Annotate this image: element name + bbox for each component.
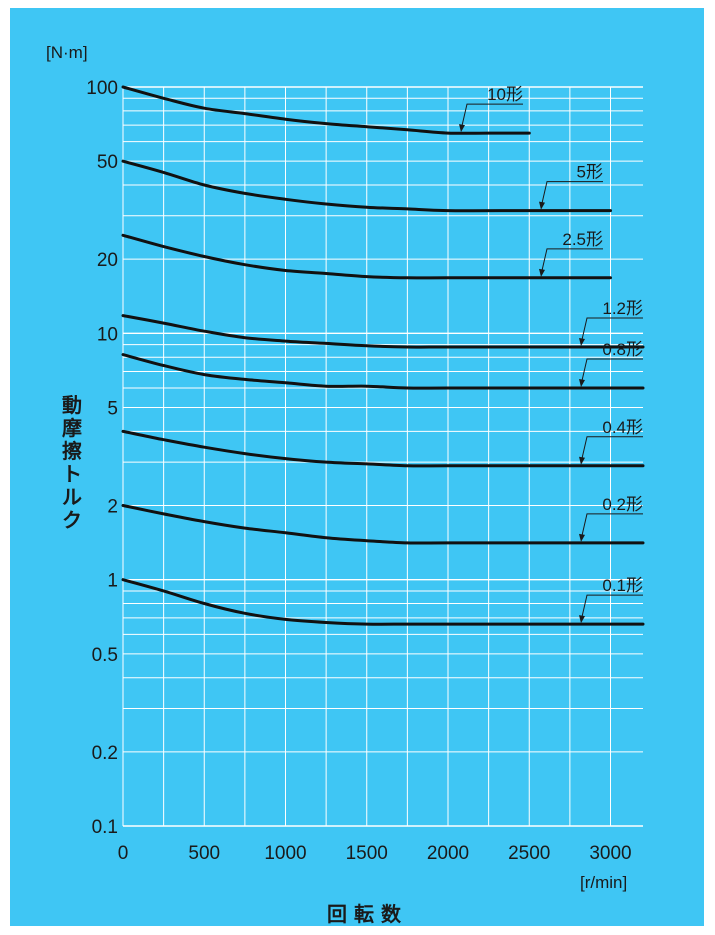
series-curves (121, 85, 645, 626)
x-tick-label: 1500 (346, 843, 388, 864)
series-line (121, 504, 645, 545)
x-tick-labels: 0 500 1000 1500 2000 2500 3000 (118, 843, 632, 864)
series-label: 0.8形 (602, 340, 643, 359)
series-line (121, 578, 645, 626)
series-leader-arrow (459, 124, 465, 133)
series-leader-arrow (579, 533, 585, 542)
series-leader (460, 103, 523, 131)
x-tick-label: 0 (118, 843, 129, 864)
x-tick-label: 2000 (427, 843, 469, 864)
series-leader-arrow (579, 338, 585, 347)
x-tick-label: 1000 (264, 843, 306, 864)
y-tick-label: 10 (97, 324, 118, 345)
y-tick-label: 1 (107, 571, 118, 592)
series-leader-arrow (579, 456, 585, 465)
y-tick-label: 0.2 (92, 743, 118, 764)
y-tick-label: 0.5 (92, 645, 118, 666)
x-tick-label: 500 (188, 843, 220, 864)
x-axis-title: 回 転 数 (327, 902, 402, 926)
y-tick-label: 100 (86, 78, 118, 99)
series-label: 2.5形 (562, 230, 603, 249)
series-leader-arrow (579, 615, 585, 624)
series-line (121, 429, 645, 468)
series-line (121, 85, 531, 135)
series-leader-arrow (539, 268, 545, 277)
series-leader (540, 181, 603, 208)
series-leader-arrow (579, 378, 585, 387)
series-line (121, 233, 612, 280)
y-tick-label: 5 (107, 398, 118, 419)
y-tick-labels: 100 50 20 10 5 2 1 0.5 0.2 0.1 (86, 78, 118, 838)
y-axis-title: 動摩擦トルク (62, 393, 82, 532)
x-tick-label: 2500 (508, 843, 550, 864)
y-tick-label: 2 (107, 497, 118, 518)
series-leader (580, 513, 643, 541)
y-tick-label: 50 (97, 152, 118, 173)
series-label: 10形 (487, 85, 523, 104)
series-leader-arrow (539, 201, 545, 210)
series-label: 0.1形 (602, 576, 643, 595)
series-label: 0.4形 (602, 418, 643, 437)
y-axis-unit: [N·m] (46, 43, 88, 62)
series-label: 1.2形 (602, 299, 643, 318)
x-axis-unit: [r/min] (580, 873, 627, 892)
series-line (121, 314, 645, 349)
series-leader (580, 436, 643, 463)
series-leader (580, 594, 643, 622)
series-labels: 10形 5形 2.5形 1.2形 0.8形 0.4形 0.2形 0.1形 (459, 85, 643, 624)
series-leader (580, 358, 643, 386)
grid (122, 86, 643, 827)
series-label: 0.2形 (602, 495, 643, 514)
y-tick-label: 20 (97, 250, 118, 271)
series-leader (540, 248, 603, 275)
series-label: 5形 (577, 163, 603, 182)
x-tick-label: 3000 (589, 843, 631, 864)
series-line (121, 353, 645, 390)
y-tick-label: 0.1 (92, 817, 118, 838)
series-line (121, 159, 612, 213)
chart-frame: 10形 5形 2.5形 1.2形 0.8形 0.4形 0.2形 0.1形 100 50 20 10 5… (10, 8, 704, 926)
series-leader (580, 317, 643, 345)
